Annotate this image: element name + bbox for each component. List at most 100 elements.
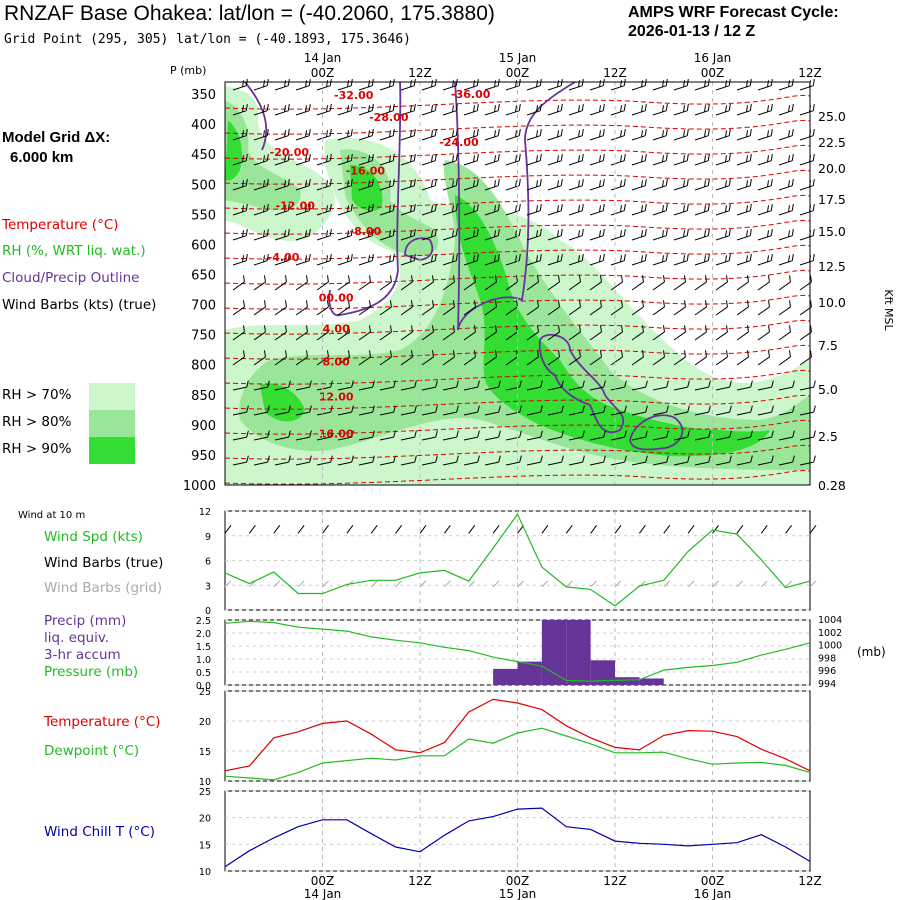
- isotherm-label: -16.00: [346, 164, 386, 177]
- wind-barb-grid: [590, 580, 597, 588]
- legend-precip-1: Precip (mm): [44, 613, 127, 629]
- wind-barb-feather: [770, 178, 773, 186]
- wind-barb-shaft: [484, 436, 499, 441]
- wind-barb-feather: [536, 350, 539, 358]
- wind-barb-feather: [708, 455, 711, 463]
- wind-barb-feather: [305, 230, 308, 237]
- wind-barb-shaft: [652, 260, 667, 266]
- wind-barb: [379, 350, 392, 366]
- wind-barb-feather: [578, 130, 581, 137]
- wind-barb: [631, 300, 644, 316]
- wind-barb-feather: [455, 103, 458, 111]
- wind-barb: [274, 405, 291, 416]
- wind-barb-feather: [414, 455, 417, 463]
- wind-barb-feather: [728, 228, 731, 236]
- wind-barb-feather: [728, 178, 731, 186]
- wind-barb-feather: [728, 103, 731, 111]
- wind-barb-feather: [518, 203, 521, 211]
- wind-barb-feather: [284, 350, 287, 358]
- wind-barb-feather: [347, 205, 350, 212]
- wind-barb-feather: [767, 275, 770, 283]
- wind-barb-shaft: [358, 210, 373, 216]
- wind-barb-feather: [413, 103, 416, 111]
- wind-barb: [799, 430, 816, 441]
- wind-barb-feather: [560, 153, 563, 161]
- wind-barb-feather: [242, 80, 245, 87]
- wind-barb-shaft: [547, 356, 560, 366]
- wind-barb: [610, 455, 627, 466]
- wind-barb-feather: [371, 178, 374, 186]
- wind-barb-feather: [771, 405, 774, 413]
- wind-barb-feather: [287, 103, 290, 111]
- wind-barb-shaft: [463, 281, 476, 291]
- wind-barb: [484, 228, 500, 241]
- wind-barb-feather: [536, 255, 539, 262]
- wind-barb-true: [687, 524, 695, 534]
- wind-barb: [610, 178, 626, 191]
- height-tick-label: 15.0: [818, 224, 846, 239]
- wind-barb-feather: [683, 325, 686, 333]
- wind-barb-feather: [812, 178, 815, 186]
- wind-barb-feather: [431, 350, 434, 358]
- wind-barb-feather: [725, 230, 728, 237]
- wind-barb-shaft: [694, 386, 709, 391]
- wind-barb-feather: [704, 325, 707, 333]
- wind-barb-shaft: [316, 436, 331, 441]
- wind-barb: [547, 153, 563, 166]
- wind-barb-feather: [371, 103, 374, 111]
- wind-barb-shaft: [673, 160, 688, 166]
- wind-barb-feather: [603, 430, 606, 438]
- wind-barb-shaft: [484, 85, 499, 91]
- wind-barb-shaft: [652, 436, 667, 441]
- wind-barb-feather: [267, 380, 270, 388]
- wind-barb-feather: [326, 325, 329, 333]
- wind-barb-feather: [788, 300, 791, 308]
- wind-barb-feather: [497, 253, 500, 261]
- wind-barb: [421, 178, 437, 191]
- wind-barb-feather: [704, 105, 707, 112]
- rh90-region: [225, 120, 242, 181]
- wind-barb: [316, 103, 332, 116]
- wind-barb-feather: [662, 80, 665, 87]
- wind-barb-shaft: [295, 85, 310, 91]
- wind-barb-feather: [620, 80, 623, 87]
- wind-barb-feather: [266, 203, 269, 211]
- isotherm-line: [224, 469, 811, 485]
- wind-barb-feather: [494, 205, 497, 212]
- wind-barb-feather: [686, 203, 689, 211]
- legend-rh90: RH > 90%: [2, 441, 72, 457]
- wind-barb-feather: [473, 255, 476, 262]
- wind-barb-shaft: [484, 185, 499, 191]
- wind-barb-feather: [326, 275, 329, 283]
- wind-barb-shaft: [463, 210, 478, 216]
- wind-barb-shaft: [547, 160, 562, 166]
- wind-barb-feather: [704, 80, 707, 87]
- wind-barb: [253, 253, 269, 266]
- wind-barb: [400, 325, 413, 341]
- wind-barb-shaft: [232, 135, 247, 141]
- wind-barb-shaft: [316, 110, 331, 116]
- wind-barb: [526, 128, 542, 141]
- wind-barb: [421, 103, 437, 116]
- wind-barb-feather: [746, 180, 749, 187]
- wind-barb-feather: [725, 350, 728, 358]
- wind-barb-feather: [263, 230, 266, 237]
- wind-barb: [316, 325, 329, 341]
- wind-barb-feather: [620, 350, 623, 358]
- wind-barb-feather: [473, 105, 476, 112]
- wind-barb-shaft: [673, 135, 688, 141]
- wind-barb-feather: [494, 155, 497, 162]
- wind-barb-feather: [287, 178, 290, 186]
- wind-barb: [463, 128, 479, 141]
- wind-barb-feather: [413, 228, 416, 236]
- wind-barb-shaft: [757, 110, 772, 116]
- wind-barb-feather: [729, 430, 732, 438]
- wind-barb-shaft: [421, 461, 436, 466]
- wind-barb-shaft: [232, 281, 245, 291]
- wind-barb-feather: [477, 380, 480, 388]
- wind-barb: [253, 178, 269, 191]
- wind-barb-shaft: [547, 281, 560, 291]
- wind-barb-shaft: [274, 411, 289, 416]
- wind-barb: [778, 103, 794, 116]
